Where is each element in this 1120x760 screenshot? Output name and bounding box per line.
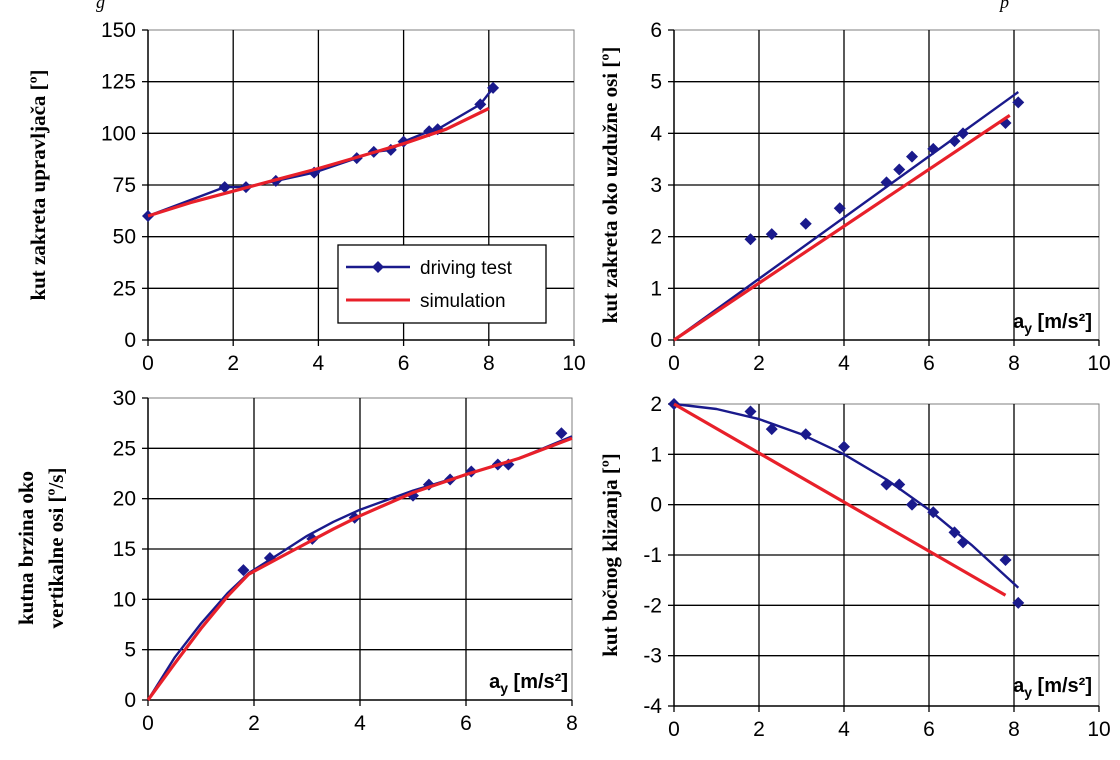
x-tick-label: 0 <box>142 352 154 375</box>
point-driving-test <box>906 498 918 511</box>
y-tick-label: 0 <box>124 689 136 712</box>
y-tick-label: 5 <box>650 71 662 94</box>
y-tick-label: 75 <box>113 174 136 197</box>
legend-label-simulation: simulation <box>420 291 506 312</box>
series-line-simulation <box>146 436 573 701</box>
x-tick-label: 2 <box>248 712 260 735</box>
series-line-driving-test-fit <box>673 402 1020 589</box>
y-tick-label: 150 <box>101 19 136 42</box>
x-tick-label: 4 <box>354 712 366 735</box>
y-tick-label: 125 <box>101 71 136 94</box>
y-axis-label-line-2: vertikalne osi [º/s] <box>44 468 68 629</box>
point-driving-test <box>765 423 778 436</box>
point-driving-test <box>744 233 757 246</box>
point-driving-test <box>906 150 918 163</box>
header-fragment-left: g <box>96 0 105 12</box>
x-tick-label: 8 <box>483 352 495 375</box>
y-tick-label: 0 <box>650 329 662 352</box>
y-tick-label: 2 <box>650 226 662 249</box>
x-axis-label: ay [m/s²] <box>1013 675 1092 700</box>
chart-roll-angle: 0 1 2 3 4 5 6 0 2 4 6 8 10 kut zakreta oko uzdužne os… <box>598 19 1111 375</box>
y-tick-label: 10 <box>113 588 136 611</box>
x-tick-label: 0 <box>668 718 680 741</box>
point-driving-test <box>218 181 231 194</box>
y-tick-label: 5 <box>124 639 136 662</box>
x-tick-label: 8 <box>566 712 578 735</box>
series-line-simulation <box>673 113 1011 342</box>
y-tick-label: -4 <box>643 695 662 718</box>
series-line-simulation <box>147 107 490 218</box>
point-driving-test <box>744 405 757 418</box>
y-tick-label: 6 <box>650 19 662 42</box>
x-tick-label: 2 <box>227 352 239 375</box>
y-axis-label: kut bočnog klizanja [º] <box>598 453 622 657</box>
y-tick-label: 1 <box>650 277 662 300</box>
series-line-driving-test-fit <box>673 91 1020 341</box>
x-tick-label: 2 <box>753 718 765 741</box>
point-driving-test <box>555 427 568 440</box>
x-tick-label: 10 <box>1087 718 1110 741</box>
point-driving-test <box>957 127 969 140</box>
y-tick-label: 25 <box>113 277 136 300</box>
point-driving-test <box>999 554 1012 567</box>
x-tick-label: 4 <box>838 352 850 375</box>
y-tick-label: 20 <box>113 488 136 511</box>
point-driving-test <box>1012 596 1025 609</box>
y-tick-label: 25 <box>113 437 136 460</box>
x-tick-label: 8 <box>1008 352 1020 375</box>
series-line-simulation <box>673 402 1007 597</box>
y-tick-label: 50 <box>113 226 136 249</box>
y-tick-label: 4 <box>650 122 662 145</box>
x-tick-label: 4 <box>313 352 325 375</box>
legend: driving test simulation <box>337 244 547 324</box>
point-driving-test <box>237 564 250 577</box>
x-tick-label: 4 <box>838 718 850 741</box>
x-tick-label: 10 <box>1087 352 1110 375</box>
x-tick-label: 6 <box>923 352 935 375</box>
y-tick-label: 0 <box>124 329 136 352</box>
legend-label-driving-test: driving test <box>420 258 513 279</box>
point-driving-test <box>833 202 846 215</box>
x-tick-label: 8 <box>1008 718 1020 741</box>
y-axis-label: kut zakreta oko uzdužne osi [º] <box>598 47 622 324</box>
x-axis-label: ay [m/s²] <box>489 671 568 696</box>
y-tick-label: -2 <box>643 594 662 617</box>
legend-box <box>337 244 547 324</box>
x-tick-label: 0 <box>668 352 680 375</box>
y-axis-label-line-1: kutna brzina oko <box>14 471 38 625</box>
x-tick-label: 6 <box>460 712 472 735</box>
point-driving-test <box>1012 96 1025 109</box>
point-driving-test <box>487 81 500 94</box>
x-tick-label: 6 <box>398 352 410 375</box>
header-fragment-right: p <box>998 0 1009 12</box>
point-driving-test <box>799 217 812 230</box>
point-driving-test <box>474 98 487 111</box>
x-tick-label: 6 <box>923 718 935 741</box>
x-tick-label: 10 <box>562 352 585 375</box>
y-tick-label: 15 <box>113 538 136 561</box>
chart-steering-angle: 0 25 50 75 100 125 150 0 2 4 6 8 10 kut zakreta uprav… <box>26 19 586 375</box>
x-tick-label: 0 <box>142 712 154 735</box>
x-tick-label: 2 <box>753 352 765 375</box>
y-tick-label: -3 <box>643 645 662 668</box>
point-driving-test <box>948 135 961 148</box>
x-axis-label: ay [m/s²] <box>1013 311 1092 336</box>
y-tick-label: -1 <box>643 544 662 567</box>
chart-yaw-rate: 0 5 10 15 20 25 30 0 2 4 6 8 kutna brzina oko vertika… <box>14 387 578 735</box>
point-driving-test <box>893 163 906 176</box>
y-tick-label: 100 <box>101 122 136 145</box>
point-driving-test <box>838 440 850 453</box>
y-tick-label: 2 <box>650 393 662 416</box>
y-axis-label: kut zakreta upravljača [º] <box>26 69 50 300</box>
point-driving-test <box>765 228 778 241</box>
y-tick-label: 30 <box>113 387 136 410</box>
y-tick-label: 3 <box>650 174 662 197</box>
legend-marker <box>372 261 384 273</box>
y-tick-label: 1 <box>650 443 662 466</box>
chart-sideslip-angle: -4 -3 -2 -1 0 1 2 0 2 4 6 8 10 kut bočnog klizanja [º… <box>598 393 1111 741</box>
y-tick-label: 0 <box>650 494 662 517</box>
